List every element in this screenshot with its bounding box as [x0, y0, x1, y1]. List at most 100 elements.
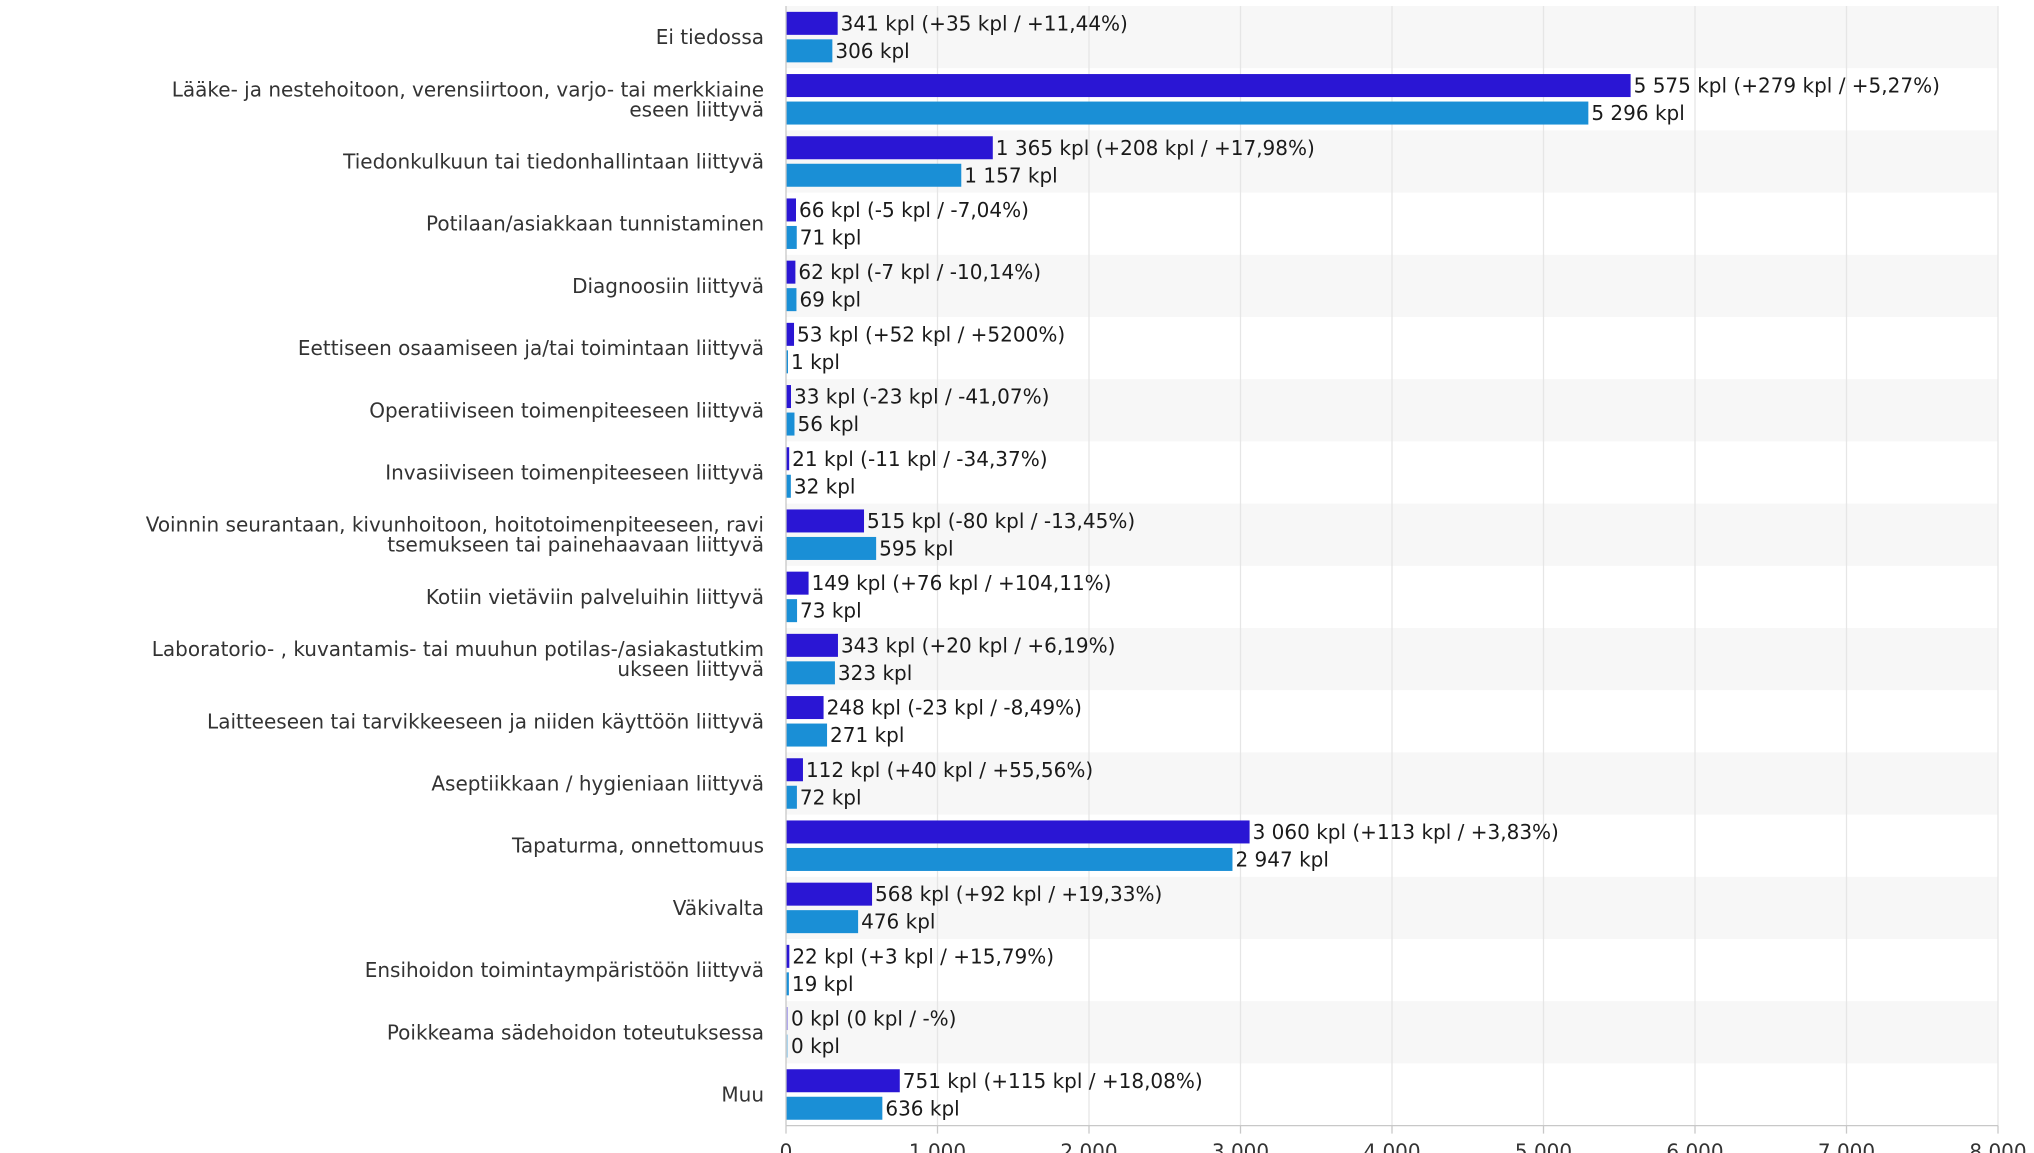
bar-current	[786, 758, 803, 782]
value-label-current: 248 kpl (-23 kpl / -8,49%)	[827, 696, 1082, 720]
category-label-line: Tapaturma, onnettomuus	[511, 834, 764, 858]
value-label-previous: 19 kpl	[792, 972, 854, 996]
value-label-previous: 323 kpl	[838, 661, 912, 685]
value-label-current: 0 kpl (0 kpl / -%)	[791, 1007, 956, 1031]
value-label-previous: 1 kpl	[791, 350, 840, 374]
value-label-current: 341 kpl (+35 kpl / +11,44%)	[841, 11, 1128, 35]
category-label: Diagnoosiin liittyvä	[572, 274, 764, 298]
category-label-line: Voinnin seurantaan, kivunhoitoon, hoitot…	[146, 513, 764, 537]
value-label-previous: 595 kpl	[879, 536, 953, 560]
bar-previous	[786, 847, 1233, 871]
value-label-current: 22 kpl (+3 kpl / +15,79%)	[792, 944, 1054, 968]
category-label-line: Operatiiviseen toimenpiteeseen liittyvä	[369, 398, 764, 422]
category-label: Operatiiviseen toimenpiteeseen liittyvä	[369, 398, 764, 422]
x-tick-label: 7 000	[1818, 1140, 1875, 1153]
value-label-previous: 271 kpl	[830, 723, 904, 747]
bar-current	[786, 633, 838, 657]
category-label: Tiedonkulkuun tai tiedonhallintaan liitt…	[342, 150, 764, 174]
value-label-current: 1 365 kpl (+208 kpl / +17,98%)	[996, 136, 1315, 160]
x-axis: 0 1 000 2 000 3 000 4 000 5 000 6 000 7 000 8 00…	[780, 6, 2027, 1153]
bar-current	[786, 509, 865, 533]
value-label-previous: 56 kpl	[797, 412, 859, 436]
value-label-previous: 72 kpl	[800, 785, 862, 809]
bar-previous	[786, 536, 877, 560]
bar-previous	[786, 163, 962, 187]
value-label-current: 3 060 kpl (+113 kpl / +3,83%)	[1253, 820, 1559, 844]
bar-previous	[786, 350, 788, 374]
value-label-previous: 2 947 kpl	[1235, 847, 1328, 871]
category-label: Potilaan/asiakkaan tunnistaminen	[426, 212, 764, 236]
category-label: Muu	[721, 1083, 764, 1107]
value-label-current: 33 kpl (-23 kpl / -41,07%)	[794, 385, 1049, 409]
category-label-line: Invasiiviseen toimenpiteeseen liittyvä	[385, 461, 764, 485]
value-label-previous: 71 kpl	[800, 225, 862, 249]
bar-previous	[786, 972, 789, 996]
value-label-previous: 73 kpl	[800, 599, 862, 623]
category-label: Lääke- ja nestehoitoon, verensiirtoon, v…	[172, 77, 764, 121]
category-label-line: Aseptiikkaan / hygieniaan liittyvä	[431, 772, 764, 796]
x-tick-label: 3 000	[1212, 1140, 1269, 1153]
category-label-line: Diagnoosiin liittyvä	[572, 274, 764, 298]
value-label-previous: 32 kpl	[794, 474, 856, 498]
bar-previous	[786, 1034, 788, 1058]
bar-current	[786, 696, 824, 720]
bar-current	[786, 322, 795, 346]
category-label-line: Ensihoidon toimintaympäristöön liittyvä	[365, 958, 764, 982]
bar-previous	[786, 39, 833, 63]
x-tick-label: 6 000	[1666, 1140, 1723, 1153]
category-label-line: Muu	[721, 1083, 764, 1107]
bar-current	[786, 74, 1631, 98]
category-label-line: tsemukseen tai painehaavaan liittyvä	[387, 533, 764, 557]
bar-previous	[786, 1096, 883, 1120]
category-label-line: Tiedonkulkuun tai tiedonhallintaan liitt…	[342, 150, 764, 174]
bar-previous	[786, 412, 795, 436]
bar-previous	[786, 910, 859, 934]
gridlines	[936, 6, 1999, 1126]
category-label: Väkivalta	[673, 896, 764, 920]
value-label-current: 21 kpl (-11 kpl / -34,37%)	[792, 447, 1047, 471]
value-label-current: 515 kpl (-80 kpl / -13,45%)	[867, 509, 1135, 533]
value-label-current: 149 kpl (+76 kpl / +104,11%)	[812, 571, 1112, 595]
bar-current	[786, 571, 809, 595]
category-label-line: Lääke- ja nestehoitoon, verensiirtoon, v…	[172, 77, 764, 101]
value-label-previous: 0 kpl	[791, 1034, 840, 1058]
category-label-line: Potilaan/asiakkaan tunnistaminen	[426, 212, 764, 236]
category-label: Kotiin vietäviin palveluihin liittyvä	[426, 585, 764, 609]
category-label-line: Kotiin vietäviin palveluihin liittyvä	[426, 585, 764, 609]
category-label: Laboratorio- , kuvantamis- tai muuhun po…	[152, 637, 764, 681]
bar-current	[786, 11, 838, 35]
category-label: Eettiseen osaamiseen ja/tai toimintaan l…	[298, 336, 764, 360]
value-label-previous: 636 kpl	[885, 1096, 959, 1120]
bar-previous	[786, 723, 828, 747]
category-label-line: ukseen liittyvä	[617, 657, 764, 681]
bar-current	[786, 447, 790, 471]
bar-previous	[786, 288, 797, 312]
value-label-current: 343 kpl (+20 kpl / +6,19%)	[841, 633, 1115, 657]
bar-previous	[786, 785, 797, 809]
x-tick-label: 8 000	[1969, 1140, 2026, 1153]
bar-current	[786, 1069, 900, 1093]
value-label-previous: 306 kpl	[835, 39, 909, 63]
x-tick-label: 0	[780, 1140, 793, 1153]
category-label: Laitteeseen tai tarvikkeeseen ja niiden …	[207, 709, 764, 733]
value-label-previous: 69 kpl	[799, 288, 861, 312]
x-tick-label: 5 000	[1515, 1140, 1572, 1153]
x-tick-label: 2 000	[1060, 1140, 1117, 1153]
value-label-current: 66 kpl (-5 kpl / -7,04%)	[799, 198, 1029, 222]
category-label-line: Laitteeseen tai tarvikkeeseen ja niiden …	[207, 709, 764, 733]
value-label-current: 62 kpl (-7 kpl / -10,14%)	[798, 260, 1041, 284]
value-label-current: 112 kpl (+40 kpl / +55,56%)	[806, 758, 1093, 782]
bar-current	[786, 944, 790, 968]
category-labels: Ei tiedossa Lääke- ja nestehoitoon, veren…	[146, 25, 764, 1106]
category-label: Invasiiviseen toimenpiteeseen liittyvä	[385, 461, 764, 485]
bar-previous	[786, 101, 1589, 125]
category-label-line: Poikkeama sädehoidon toteutuksessa	[387, 1020, 764, 1044]
value-label-previous: 5 296 kpl	[1591, 101, 1684, 125]
bar-previous	[786, 225, 797, 249]
category-label: Ei tiedossa	[656, 25, 764, 49]
bar-current	[786, 820, 1250, 844]
category-label-line: Eettiseen osaamiseen ja/tai toimintaan l…	[298, 336, 764, 360]
value-label-previous: 1 157 kpl	[964, 163, 1057, 187]
